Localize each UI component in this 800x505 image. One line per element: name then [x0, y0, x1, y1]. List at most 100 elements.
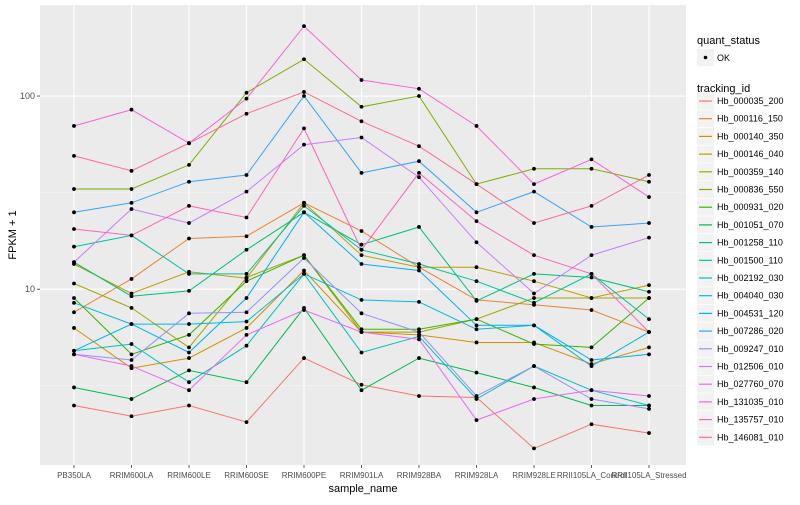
data-point-Hb_131035_010	[647, 195, 651, 199]
data-point-Hb_000836_550	[244, 90, 249, 95]
y-tick-label: 100	[20, 91, 35, 101]
data-point-Hb_002192_030	[359, 350, 364, 355]
data-point-Hb_146081_010	[647, 173, 651, 177]
data-point-Hb_001500_110	[244, 272, 249, 276]
data-point-Hb_000931_020	[474, 317, 479, 322]
data-point-Hb_001500_110	[302, 203, 306, 208]
data-point-Hb_000035_200	[187, 403, 191, 408]
x-tick-label: RRIM928BA	[397, 471, 442, 480]
plot-panel	[40, 5, 686, 465]
data-point-Hb_007286_020	[532, 189, 536, 194]
legend-label: Hb_007286_020	[717, 326, 784, 336]
data-point-Hb_004040_030	[187, 322, 191, 326]
data-point-Hb_000359_140	[244, 275, 249, 280]
legend-item: Hb_000140_350	[697, 127, 784, 145]
data-point-Hb_146081_010	[474, 182, 479, 187]
data-point-Hb_000359_140	[532, 296, 536, 300]
data-point-Hb_135757_010	[359, 247, 364, 252]
data-point-Hb_001258_110	[417, 225, 421, 229]
data-point-Hb_135757_010	[244, 215, 249, 220]
data-point-Hb_001258_110	[532, 272, 536, 276]
data-point-Hb_000035_200	[359, 382, 364, 387]
data-point-Hb_131035_010	[129, 107, 134, 112]
data-point-Hb_012506_010	[532, 291, 536, 296]
data-point-Hb_146081_010	[589, 203, 594, 208]
shape-legend-title: quant_status	[697, 35, 760, 47]
data-point-Hb_135757_010	[302, 126, 306, 131]
data-point-Hb_146081_010	[244, 111, 249, 116]
data-point-Hb_004531_120	[302, 210, 306, 215]
data-point-Hb_002192_030	[244, 343, 249, 348]
x-tick-label: RRII105LA_Control	[557, 471, 627, 480]
legend-item: Hb_027760_070	[697, 375, 784, 393]
data-point-Hb_000836_550	[532, 166, 536, 171]
data-point-Hb_007286_020	[589, 225, 594, 229]
x-axis-title: sample_name	[328, 483, 397, 495]
data-point-Hb_000146_040	[129, 291, 134, 296]
legend-label: Hb_027760_070	[717, 379, 784, 389]
data-point-Hb_004531_120	[417, 268, 421, 273]
data-point-Hb_000836_550	[359, 104, 364, 109]
x-tick-label: RRIM928LA	[455, 471, 499, 480]
legend-label: Hb_001500_110	[717, 255, 783, 265]
data-point-Hb_001258_110	[244, 247, 249, 252]
data-point-Hb_000035_200	[129, 414, 134, 419]
data-point-Hb_146081_010	[187, 141, 191, 146]
data-point-Hb_007286_020	[417, 159, 421, 164]
data-point-Hb_000035_200	[302, 356, 306, 360]
data-point-Hb_027760_070	[474, 418, 479, 423]
legend-item: Hb_012506_010	[697, 358, 784, 375]
data-point-Hb_009247_010	[187, 311, 191, 316]
data-point-Hb_009247_010	[302, 256, 306, 260]
data-point-Hb_000931_020	[589, 345, 594, 350]
data-point-Hb_027760_070	[417, 337, 421, 342]
data-point-Hb_012506_010	[187, 221, 191, 225]
legend-label: Hb_009247_010	[717, 344, 784, 354]
data-point-Hb_000146_040	[359, 253, 364, 258]
data-point-Hb_000931_020	[244, 279, 249, 284]
x-axis: PB350LA RRIM600LA RRIM600LE RRIM600SE RRIM60…	[57, 465, 687, 480]
data-point-Hb_027760_070	[532, 397, 536, 401]
data-point-Hb_027760_070	[359, 330, 364, 334]
data-point-Hb_004040_030	[244, 319, 249, 324]
data-point-Hb_000836_550	[72, 187, 76, 191]
data-point-Hb_001500_110	[647, 317, 651, 322]
data-point-Hb_004531_120	[647, 352, 651, 357]
data-point-Hb_004040_030	[589, 364, 594, 368]
data-point-Hb_000140_350	[474, 340, 479, 345]
data-point-Hb_135757_010	[647, 330, 651, 334]
data-point-Hb_004531_120	[129, 322, 134, 326]
data-point-Hb_146081_010	[129, 168, 134, 173]
data-point-Hb_001258_110	[474, 298, 479, 303]
data-point-Hb_001051_070	[72, 385, 76, 390]
legend-item: Hb_135757_010	[697, 411, 784, 429]
data-point-Hb_007286_020	[474, 210, 479, 215]
data-point-Hb_000140_350	[647, 345, 651, 350]
data-point-Hb_007286_020	[187, 179, 191, 184]
data-point-Hb_001051_070	[589, 403, 594, 408]
data-point-Hb_009247_010	[244, 310, 249, 315]
x-tick-label: RRIM600LA	[110, 471, 154, 480]
data-point-Hb_004040_030	[359, 298, 364, 302]
data-point-Hb_027760_070	[647, 394, 651, 398]
data-point-Hb_146081_010	[417, 144, 421, 149]
data-point-Hb_012506_010	[359, 135, 364, 140]
data-point-Hb_000931_020	[72, 296, 76, 300]
y-axis: 10 100	[20, 91, 40, 294]
data-point-Hb_146081_010	[532, 221, 536, 225]
data-point-Hb_009247_010	[589, 397, 594, 401]
color-legend-items: Hb_000035_200 Hb_000116_150 Hb_000140_350 H…	[697, 92, 784, 446]
data-point-Hb_012506_010	[129, 207, 134, 211]
data-point-Hb_007286_020	[129, 200, 134, 205]
data-point-Hb_002192_030	[187, 380, 191, 385]
legend-item: Hb_000931_020	[697, 198, 784, 216]
data-point-Hb_000116_150	[129, 277, 134, 281]
legend-item: Hb_001051_070	[697, 216, 784, 234]
data-point-Hb_000140_350	[302, 268, 306, 273]
data-point-Hb_131035_010	[532, 182, 536, 187]
data-point-Hb_001500_110	[187, 272, 191, 276]
data-point-Hb_009247_010	[532, 364, 536, 368]
data-point-Hb_027760_070	[129, 364, 134, 368]
data-point-Hb_000836_550	[302, 57, 306, 62]
data-point-Hb_131035_010	[302, 24, 306, 29]
